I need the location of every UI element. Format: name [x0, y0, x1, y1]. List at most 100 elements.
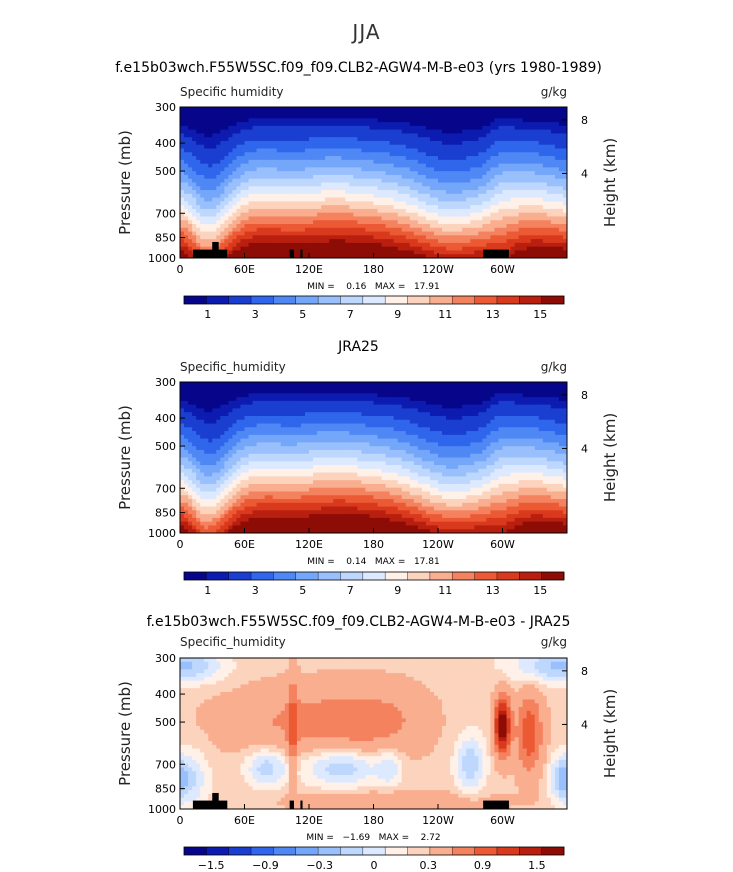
field-cell: [438, 129, 443, 134]
field-cell: [345, 242, 350, 248]
field-cell: [337, 246, 342, 251]
field-cell: [494, 397, 499, 402]
field-cell: [546, 220, 552, 225]
field-cell: [462, 212, 467, 217]
field-cell: [304, 197, 310, 202]
field-cell: [232, 140, 237, 146]
field-cell: [429, 220, 435, 225]
field-cell: [558, 152, 564, 157]
field-cell: [268, 167, 274, 172]
field-cell: [442, 408, 447, 413]
field-cell: [534, 208, 540, 214]
field-cell: [232, 419, 237, 425]
field-cell: [337, 163, 342, 168]
field-cell: [248, 186, 254, 191]
field-cell: [474, 171, 479, 176]
field-cell: [542, 114, 548, 119]
field-cell: [260, 107, 266, 112]
field-cell: [280, 156, 286, 161]
field-cell: [284, 144, 290, 150]
field-cell: [514, 107, 520, 112]
field-cell: [373, 163, 379, 168]
field-cell: [466, 129, 471, 134]
field-cell: [474, 208, 479, 214]
field-cell: [268, 408, 274, 413]
field-cell: [542, 140, 548, 146]
field-cell: [433, 231, 439, 236]
field-cell: [526, 385, 532, 391]
field-cell: [292, 201, 298, 206]
field-cell: [534, 171, 540, 176]
field-cell: [288, 178, 294, 183]
field-cell: [413, 110, 419, 116]
field-cell: [514, 397, 520, 402]
field-cell: [558, 231, 564, 236]
field-cell: [397, 137, 403, 142]
field-cell: [470, 122, 475, 127]
field-cell: [248, 385, 254, 391]
field-cell: [389, 159, 395, 165]
field-cell: [377, 122, 383, 127]
field-cell: [296, 171, 302, 176]
field-cell: [421, 171, 427, 176]
field-cell: [474, 140, 479, 146]
field-cell: [550, 227, 556, 233]
field-cell: [280, 137, 286, 142]
field-cell: [474, 415, 479, 421]
field-cell: [498, 224, 503, 229]
field-cell: [361, 178, 366, 183]
field-cell: [341, 246, 346, 251]
field-cell: [381, 133, 387, 138]
field-cell: [405, 397, 411, 402]
field-cell: [292, 133, 298, 138]
field-cell: [542, 385, 548, 391]
field-cell: [296, 239, 302, 244]
field-cell: [550, 163, 556, 168]
field-cell: [236, 178, 241, 183]
field-cell: [514, 212, 520, 217]
field-cell: [470, 133, 475, 138]
field-cell: [534, 235, 540, 240]
field-cell: [184, 220, 189, 225]
colorbar-swatch: [429, 296, 453, 304]
field-cell: [389, 186, 395, 191]
field-cell: [180, 419, 185, 425]
field-cell: [373, 408, 379, 413]
field-cell: [365, 197, 370, 202]
field-cell: [325, 246, 330, 251]
field-cell: [506, 231, 512, 236]
field-cell: [458, 400, 463, 406]
field-cell: [272, 208, 278, 214]
field-cell: [357, 156, 362, 161]
field-cell: [442, 397, 447, 402]
field-cell: [325, 419, 330, 425]
field-cell: [425, 382, 431, 387]
field-cell: [506, 385, 512, 391]
field-cell: [200, 186, 205, 191]
field-cell: [276, 404, 282, 409]
field-cell: [442, 382, 447, 387]
field-cell: [542, 201, 548, 206]
field-cell: [530, 235, 536, 240]
field-cell: [292, 224, 298, 229]
field-cell: [421, 404, 427, 409]
field-cell: [550, 250, 556, 255]
field-cell: [224, 125, 229, 131]
field-cell: [288, 114, 294, 119]
field-cell: [498, 220, 503, 225]
field-cell: [373, 156, 379, 161]
field-cell: [256, 393, 262, 398]
field-cell: [482, 144, 487, 150]
field-cell: [550, 231, 556, 236]
field-cell: [244, 178, 250, 183]
field-cell: [498, 419, 503, 425]
field-cell: [514, 393, 520, 398]
field-cell: [317, 227, 322, 233]
field-cell: [526, 137, 532, 142]
field-cell: [490, 205, 495, 210]
field-cell: [538, 382, 544, 387]
field-cell: [478, 242, 483, 248]
field-cell: [454, 197, 459, 202]
field-cell: [526, 156, 532, 161]
field-cell: [502, 382, 508, 387]
